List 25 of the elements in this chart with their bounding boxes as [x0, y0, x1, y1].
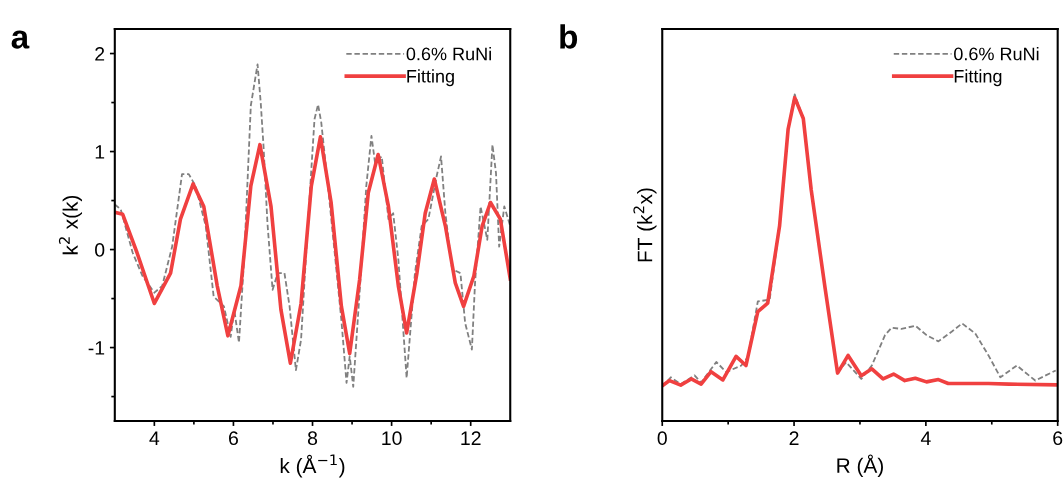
y-tick-label: 2 [95, 47, 105, 61]
y-axis-title: k$^{2}$ x(k) [58, 195, 83, 255]
y-tick-label: 0 [95, 243, 105, 257]
legend-label: 0.6% RuNi [406, 47, 491, 61]
x-tick-label: 2 [789, 431, 799, 445]
line-series [114, 63, 511, 388]
x-tick-label: 6 [1053, 431, 1063, 446]
x-axis-title: R (Å) [837, 454, 883, 478]
y-axis-title: FT (k$^{2}$x) [633, 188, 657, 262]
y-tick-label: -1 [88, 341, 105, 355]
x-tick-label: 4 [149, 431, 160, 445]
x-tick-label: 0 [657, 431, 667, 446]
legend-label: Fitting [407, 69, 454, 87]
line-series [114, 135, 511, 366]
x-tick-label: 8 [307, 431, 318, 446]
x-tick-label: 4 [920, 431, 931, 445]
legend-label: Fitting [954, 69, 1002, 87]
chart-title: a [11, 30, 30, 49]
x-axis-title: k (Å$^{−1}$) [280, 454, 345, 478]
x-tick-label: 12 [461, 431, 481, 445]
chart-title: b [560, 24, 578, 49]
x-tick-label: 6 [229, 431, 238, 446]
legend-label: 0.6% RuNi [954, 47, 1039, 61]
x-tick-label: 10 [382, 431, 402, 446]
y-tick-label: 1 [95, 145, 105, 159]
